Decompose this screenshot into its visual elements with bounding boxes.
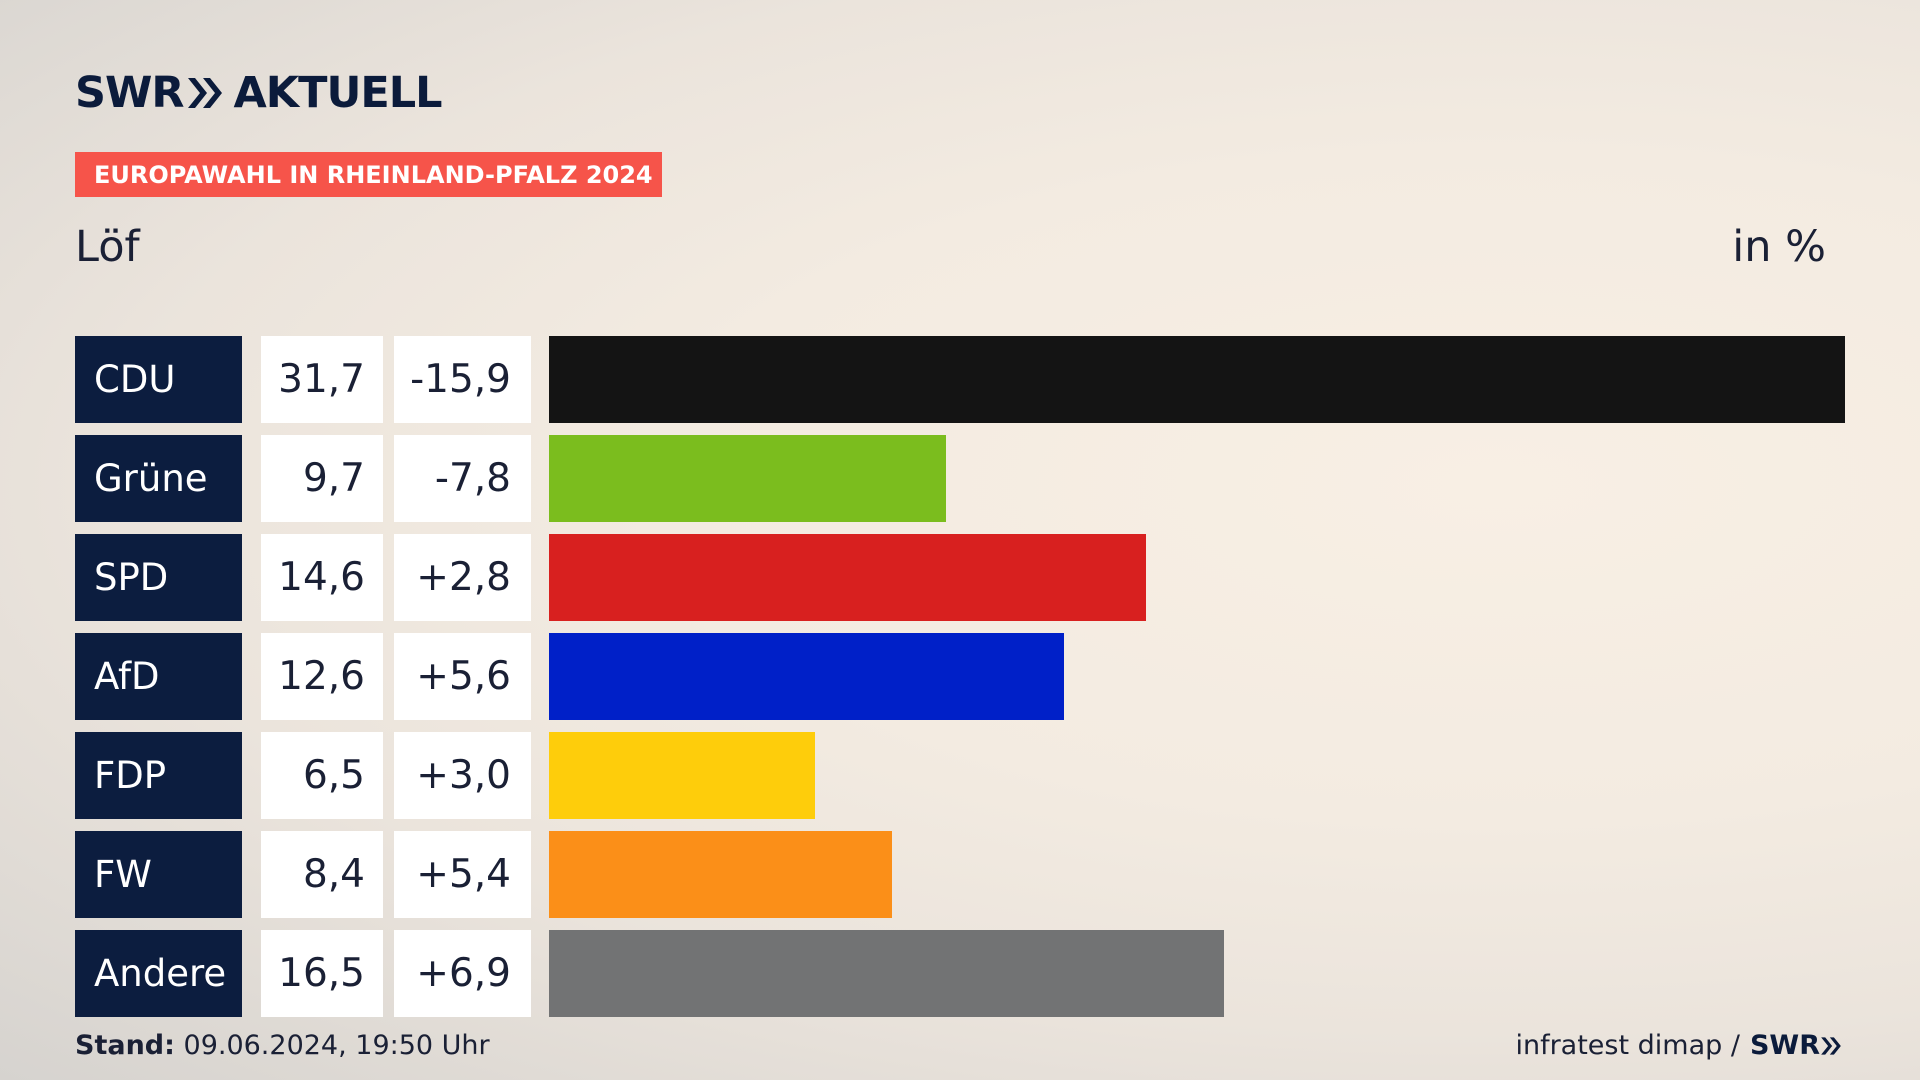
party-percentage: 12,6 (261, 633, 383, 720)
logo-swr-text: SWR (75, 68, 185, 118)
party-bar (549, 633, 1064, 720)
party-row: Andere 16,5 +6,9 (75, 930, 1845, 1017)
party-bar (549, 435, 946, 522)
double-chevron-icon (186, 76, 224, 110)
party-bar (549, 831, 892, 918)
party-name: Grüne (75, 435, 242, 522)
source-credit: infratest dimap / SWR (1515, 1030, 1842, 1061)
party-row: Grüne 9,7 -7,8 (75, 435, 1845, 522)
source-text: infratest dimap / (1515, 1030, 1740, 1061)
timestamp: Stand: 09.06.2024, 19:50 Uhr (75, 1030, 490, 1061)
election-title: EUROPAWAHL IN RHEINLAND-PFALZ 2024 (94, 160, 653, 189)
party-change: -7,8 (394, 435, 531, 522)
unit-label: in % (1732, 222, 1826, 272)
party-name: FDP (75, 732, 242, 819)
party-name: CDU (75, 336, 242, 423)
party-change: +2,8 (394, 534, 531, 621)
party-change: -15,9 (394, 336, 531, 423)
party-name: SPD (75, 534, 242, 621)
party-percentage: 14,6 (261, 534, 383, 621)
party-row: CDU 31,7 -15,9 (75, 336, 1845, 423)
party-bar (549, 336, 1845, 423)
party-row: FDP 6,5 +3,0 (75, 732, 1845, 819)
region-name: Löf (75, 222, 140, 272)
logo-aktuell-text: AKTUELL (233, 68, 443, 118)
party-change: +5,4 (394, 831, 531, 918)
party-percentage: 8,4 (261, 831, 383, 918)
swr-mini-logo: SWR (1750, 1030, 1842, 1061)
mini-logo-text: SWR (1749, 1030, 1820, 1061)
party-bar (549, 534, 1146, 621)
timestamp-value: 09.06.2024, 19:50 Uhr (183, 1030, 490, 1061)
election-title-badge: EUROPAWAHL IN RHEINLAND-PFALZ 2024 (75, 152, 662, 197)
party-bar (549, 732, 815, 819)
swr-aktuell-logo: SWR AKTUELL (75, 68, 443, 118)
party-change: +5,6 (394, 633, 531, 720)
party-change: +6,9 (394, 930, 531, 1017)
party-row: AfD 12,6 +5,6 (75, 633, 1845, 720)
party-change: +3,0 (394, 732, 531, 819)
party-percentage: 31,7 (261, 336, 383, 423)
party-row: SPD 14,6 +2,8 (75, 534, 1845, 621)
party-name: AfD (75, 633, 242, 720)
party-bar (549, 930, 1224, 1017)
party-percentage: 16,5 (261, 930, 383, 1017)
party-row: FW 8,4 +5,4 (75, 831, 1845, 918)
party-percentage: 6,5 (261, 732, 383, 819)
party-percentage: 9,7 (261, 435, 383, 522)
mini-double-chevron-icon (1821, 1036, 1841, 1055)
party-name: Andere (75, 930, 242, 1017)
party-name: FW (75, 831, 242, 918)
timestamp-label: Stand: (75, 1030, 175, 1061)
